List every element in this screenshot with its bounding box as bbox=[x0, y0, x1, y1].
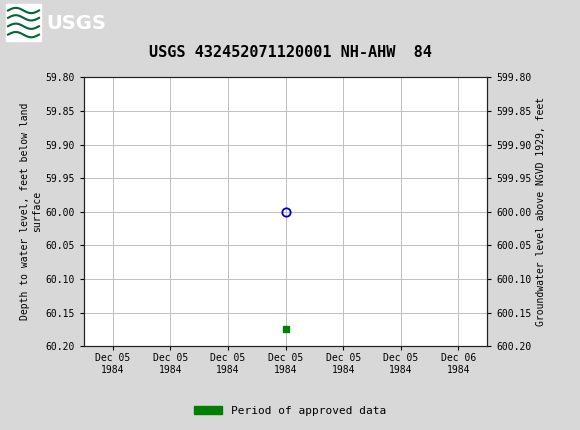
Text: USGS: USGS bbox=[46, 14, 106, 33]
Legend: Period of approved data: Period of approved data bbox=[190, 401, 390, 420]
Bar bbox=[6, 4, 41, 41]
Y-axis label: Groundwater level above NGVD 1929, feet: Groundwater level above NGVD 1929, feet bbox=[536, 97, 546, 326]
Text: USGS 432452071120001 NH-AHW  84: USGS 432452071120001 NH-AHW 84 bbox=[148, 45, 432, 60]
Y-axis label: Depth to water level, feet below land
surface: Depth to water level, feet below land su… bbox=[20, 103, 42, 320]
